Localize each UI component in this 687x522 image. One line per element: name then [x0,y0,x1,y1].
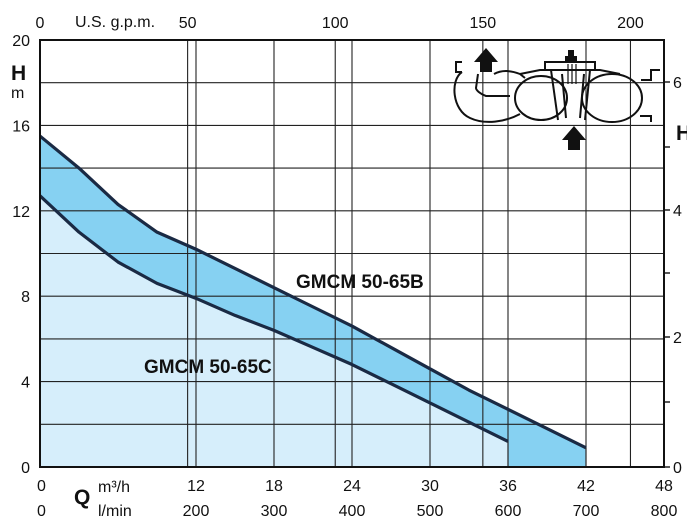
plot-border [39,39,665,468]
y-tick-label: 16 [12,118,30,135]
y-tick-label: 4 [21,375,30,392]
y-tick-label: 0 [21,460,30,477]
gpm-tick-label: 200 [617,15,644,32]
x-lmin-tick-label: 300 [261,503,288,520]
series-label-65C: GMCM 50-65C [144,357,272,378]
series-label-65B: GMCM 50-65B [296,272,424,293]
x-lmin-tick-label: 700 [573,503,600,520]
y-tick-label: 8 [21,289,30,306]
x-lmin-tick-label: 500 [417,503,444,520]
y-right-tick-label: 2 [673,330,682,347]
gpm-tick-label: 0 [36,15,45,32]
gpm-axis-unit: U.S. g.p.m. [75,14,155,31]
curve-65C [38,194,509,443]
x-lmin-tick-label: 400 [339,503,366,520]
x-axis-unit: m³/h [98,479,130,496]
x-tick-label: 30 [421,478,439,495]
x-lmin-tick-label: 200 [183,503,210,520]
gpm-tick-label: 50 [179,15,197,32]
y-axis-unit: m [11,85,24,102]
x-tick-label: 18 [265,478,283,495]
x-axis-symbol: Q [74,486,90,509]
y-right-tick-label: 0 [673,460,682,477]
x-tick-label: 36 [499,478,517,495]
y-axis-symbol: H [11,62,26,85]
y-right-tick-label: 4 [673,203,682,220]
pump-diagram-icon [453,48,660,150]
gpm-tick-label: 150 [469,15,496,32]
area-band-65B [40,136,586,467]
y-tick-label: 12 [12,204,30,221]
curve-65B [38,134,587,450]
gpm-tick-label: 100 [322,15,349,32]
y-tick-label: 20 [12,33,30,50]
x-lmin-tick-label: 0 [37,503,46,520]
y-right-axis-symbol: H [676,122,687,145]
y-right-tick-label: 6 [673,75,682,92]
chart-areas [40,136,586,468]
chart-frame [39,39,670,468]
x-tick-label: 0 [37,478,46,495]
x-lmin-tick-label: 600 [495,503,522,520]
x-tick-label: 24 [343,478,361,495]
x-tick-label: 42 [577,478,595,495]
x-lmin-axis-unit: l/min [98,503,132,520]
x-tick-label: 48 [655,478,673,495]
x-lmin-tick-label: 800 [651,503,678,520]
x-tick-label: 12 [187,478,205,495]
performance-curves [38,134,587,467]
